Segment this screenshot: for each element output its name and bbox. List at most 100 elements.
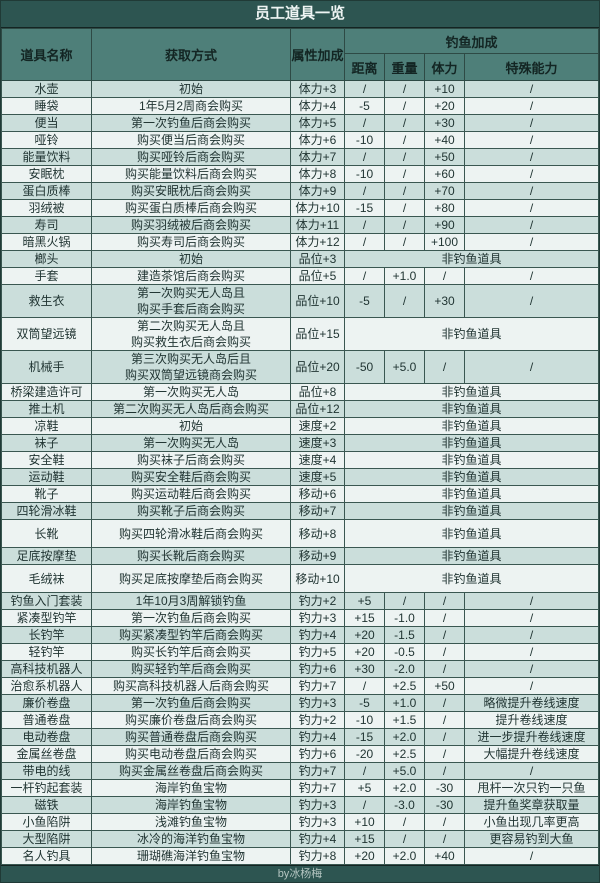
item-name-cell: 治愈系机器人	[1, 677, 92, 695]
stamina-cell: +30	[424, 284, 465, 318]
table-row: 小鱼陷阱 浅滩钓鱼宝物 钓力+3 +10// 小鱼出现几率更高	[1, 813, 599, 831]
acquisition-cell: 购买便当后商会购买	[91, 131, 291, 149]
attribute-bonus-cell: 品位+5	[290, 267, 345, 285]
stamina-cell: /	[424, 728, 465, 746]
item-name-cell: 长靴	[1, 519, 92, 548]
distance-cell: -20	[344, 745, 385, 763]
item-name-cell: 长钓竿	[1, 626, 92, 644]
special-ability-cell: /	[464, 114, 599, 132]
item-name-cell: 双筒望远镜	[1, 317, 92, 351]
weight-cell: +2.5	[384, 677, 425, 695]
stamina-cell: /	[424, 660, 465, 678]
weight-cell: +1.0	[384, 694, 425, 712]
stamina-cell: /	[424, 813, 465, 831]
table-header: 道具名称 获取方式 属性加成 钓鱼加成 距离 重量 体力 特殊能力	[1, 28, 599, 81]
acquisition-cell: 购买能量饮料后商会购买	[91, 165, 291, 183]
non-fishing-item-cell: 非钓鱼道具	[344, 468, 599, 486]
table-body: 水壶 初始 体力+3// +10/睡袋 1年5月2周商会购买 体力+4 -5/+20/便当第…	[1, 80, 599, 865]
table-row: 双筒望远镜 第二次购买无人岛且 购买救生衣后商会购买 品位+15 非钓鱼道具	[1, 317, 599, 351]
item-name-cell: 便当	[1, 114, 92, 132]
item-name-cell: 高科技机器人	[1, 660, 92, 678]
non-fishing-item-cell: 非钓鱼道具	[344, 485, 599, 503]
distance-cell: /	[344, 677, 385, 695]
stamina-cell: /	[424, 592, 465, 610]
special-ability-cell: 大幅提升卷线速度	[464, 745, 599, 763]
weight-cell: +5.0	[384, 762, 425, 780]
acquisition-cell: 购买长钓竿后商会购买	[91, 643, 291, 661]
stamina-cell: /	[424, 267, 465, 285]
attribute-bonus-cell: 体力+4	[290, 97, 345, 115]
distance-cell: /	[344, 182, 385, 200]
acquisition-cell: 购买哑铃后商会购买	[91, 148, 291, 166]
acquisition-cell: 第一次钓鱼后商会购买	[91, 114, 291, 132]
acquisition-cell: 购买金属丝卷盘后商会购买	[91, 762, 291, 780]
table-row: 靴子 购买运动鞋后商会购买 移动+6 非钓鱼道具	[1, 485, 599, 503]
weight-cell: +5.0	[384, 350, 425, 384]
item-name-cell: 安全鞋	[1, 451, 92, 469]
acquisition-cell: 第一次购买无人岛	[91, 434, 291, 452]
item-name-cell: 毛绒袜	[1, 564, 92, 593]
weight-cell: /	[384, 216, 425, 234]
item-name-cell: 榔头	[1, 250, 92, 268]
weight-cell: /	[384, 830, 425, 848]
stamina-cell: -30	[424, 779, 465, 797]
special-ability-cell: /	[464, 660, 599, 678]
acquisition-cell: 购买运动鞋后商会购买	[91, 485, 291, 503]
stamina-cell: /	[424, 609, 465, 627]
attribute-bonus-cell: 品位+12	[290, 400, 345, 418]
attribute-bonus-cell: 钓力+3	[290, 694, 345, 712]
col-header-item-name: 道具名称	[1, 28, 92, 81]
weight-cell: /	[384, 165, 425, 183]
table-row: 便当 第一次钓鱼后商会购买 体力+5// +30/	[1, 114, 599, 132]
weight-cell: +1.5	[384, 711, 425, 729]
weight-cell: /	[384, 182, 425, 200]
distance-cell: +5	[344, 779, 385, 797]
distance-cell: +15	[344, 830, 385, 848]
attribute-bonus-cell: 钓力+7	[290, 762, 345, 780]
distance-cell: +20	[344, 626, 385, 644]
acquisition-cell: 购买高科技机器人后商会购买	[91, 677, 291, 695]
item-name-cell: 暗黑火锅	[1, 233, 92, 251]
weight-cell: -3.0	[384, 796, 425, 814]
header-row-sub: 距离 重量 体力 特殊能力	[2, 53, 599, 81]
acquisition-cell: 购买足底按摩垫后商会购买	[91, 564, 291, 593]
weight-cell: -1.0	[384, 609, 425, 627]
non-fishing-item-cell: 非钓鱼道具	[344, 317, 599, 351]
acquisition-cell: 初始	[91, 80, 291, 98]
acquisition-cell: 海岸钓鱼宝物	[91, 796, 291, 814]
distance-cell: +30	[344, 660, 385, 678]
distance-cell: -15	[344, 728, 385, 746]
item-name-cell: 哑铃	[1, 131, 92, 149]
table-row: 金属丝卷盘 购买电动卷盘后商会购买 钓力+6 -20 +2.5/大幅提升卷线速度	[1, 745, 599, 763]
attribute-bonus-cell: 速度+3	[290, 434, 345, 452]
table-row: 长钓竿 购买紧凑型钓竿后商会购买 钓力+4 +20 -1.5//	[1, 626, 599, 644]
distance-cell: /	[344, 233, 385, 251]
header-row-main: 道具名称 获取方式 属性加成 钓鱼加成	[1, 28, 599, 81]
weight-cell: -2.0	[384, 660, 425, 678]
distance-cell: -5	[344, 694, 385, 712]
distance-cell: -10	[344, 131, 385, 149]
item-name-cell: 救生衣	[1, 284, 92, 318]
table-row: 救生衣 第一次购买无人岛且 购买手套后商会购买 品位+10 -5/+30/	[1, 284, 599, 318]
acquisition-cell: 第二次购买无人岛后商会购买	[91, 400, 291, 418]
item-name-cell: 羽绒被	[1, 199, 92, 217]
attribute-bonus-cell: 移动+7	[290, 502, 345, 520]
weight-cell: +2.5	[384, 745, 425, 763]
item-name-cell: 寿司	[1, 216, 92, 234]
special-ability-cell: /	[464, 592, 599, 610]
table-row: 四轮滑冰鞋 购买靴子后商会购买 移动+7 非钓鱼道具	[1, 502, 599, 520]
attribute-bonus-cell: 钓力+2	[290, 592, 345, 610]
stamina-cell: /	[424, 643, 465, 661]
weight-cell: +2.0	[384, 728, 425, 746]
special-ability-cell: /	[464, 267, 599, 285]
stamina-cell: +20	[424, 97, 465, 115]
table-row: 廉价卷盘 第一次钓鱼后商会购买 钓力+3 -5 +1.0/略微提升卷线速度	[1, 694, 599, 712]
table-row: 手套 建造茶馆后商会购买 品位+5/+1.0//	[1, 267, 599, 285]
non-fishing-item-cell: 非钓鱼道具	[344, 417, 599, 435]
col-header-acquisition: 获取方式	[91, 28, 291, 81]
weight-cell: -1.5	[384, 626, 425, 644]
table-row: 名人钓具 珊瑚礁海洋钓鱼宝物 钓力+8 +20 +2.0 +40/	[1, 847, 599, 865]
attribute-bonus-cell: 移动+10	[290, 564, 345, 593]
distance-cell: -5	[344, 97, 385, 115]
acquisition-cell: 购买廉价卷盘后商会购买	[91, 711, 291, 729]
